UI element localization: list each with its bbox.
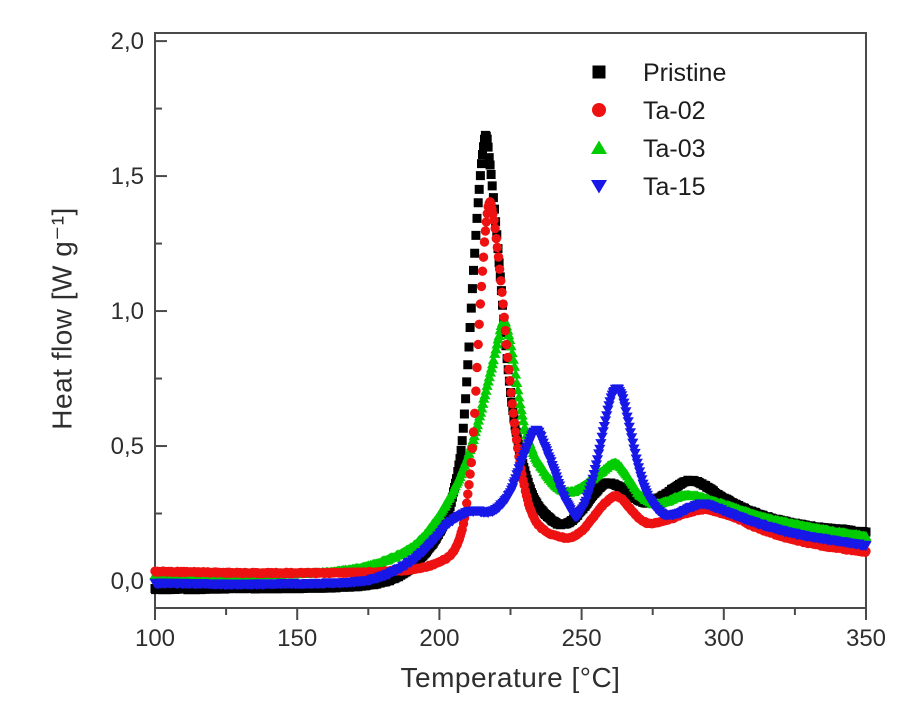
y-tick-label: 0,0 (111, 568, 144, 595)
y-tick-label: 1,5 (111, 163, 144, 190)
triangle-down-legend-marker-icon (591, 180, 607, 194)
legend-label: Ta-02 (643, 97, 706, 125)
y-tick-label: 0,5 (111, 433, 144, 460)
triangle-up-legend-marker-icon (591, 140, 607, 154)
legend-item-pristine: Pristine (592, 59, 726, 87)
x-tick-label: 350 (846, 625, 886, 652)
legend-label: Pristine (643, 59, 726, 87)
y-tick-label: 2,0 (111, 28, 144, 55)
circle-legend-marker-icon (592, 103, 606, 117)
legend-item-ta-02: Ta-02 (592, 97, 706, 125)
x-tick-label: 250 (562, 625, 602, 652)
y-axis: 0,0 0,5 1,0 1,5 2,0 (111, 28, 167, 595)
y-axis-title: Heat flow [W g⁻¹] (46, 207, 78, 430)
x-tick-label: 300 (704, 625, 744, 652)
series-markers (150, 197, 871, 579)
x-axis: 100 150 200 250 300 350 (135, 608, 886, 652)
x-tick-label: 100 (135, 625, 175, 652)
x-tick-label: 200 (419, 625, 459, 652)
y-tick-label: 1,0 (111, 298, 144, 325)
x-tick-label: 150 (277, 625, 317, 652)
legend-label: Ta-03 (643, 135, 706, 163)
square-legend-marker-icon (592, 65, 606, 79)
series-markers (149, 384, 872, 591)
series-ta-02 (150, 197, 871, 579)
legend-label: Ta-15 (643, 173, 706, 201)
legend-item-ta-03: Ta-03 (591, 135, 706, 163)
x-axis-title: Temperature [°C] (400, 662, 621, 693)
legend: Pristine Ta-02 Ta-03 Ta-15 (591, 59, 726, 201)
legend-item-ta-15: Ta-15 (591, 173, 706, 201)
series-ta-15 (149, 384, 872, 591)
